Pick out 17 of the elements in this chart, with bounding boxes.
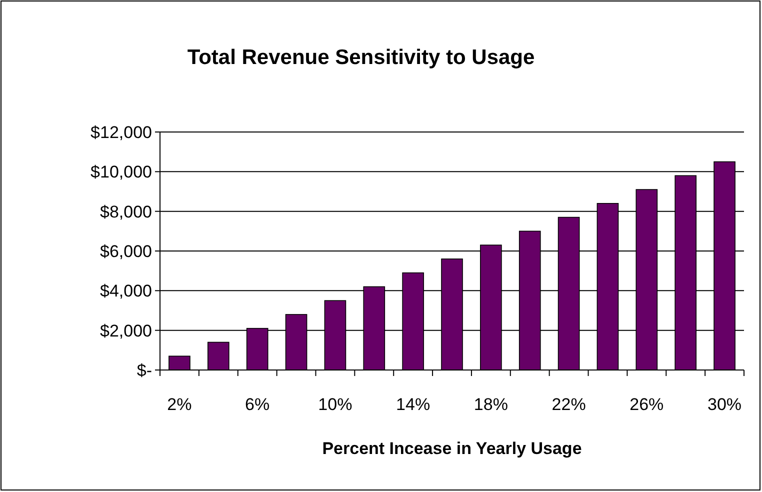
x-tick-label: 6% <box>245 395 270 414</box>
x-tick-label: 18% <box>474 395 508 414</box>
x-tick-label: 26% <box>630 395 664 414</box>
x-tick-label: 14% <box>396 395 430 414</box>
y-tick-label: $4,000 <box>100 282 152 301</box>
x-tick-label: 10% <box>318 395 352 414</box>
y-tick-label: $- <box>136 360 152 380</box>
y-tick-label: $2,000 <box>100 321 152 340</box>
y-tick-label: $12,000 <box>90 122 152 142</box>
chart-title: Total Revenue Sensitivity to Usage <box>187 46 535 69</box>
x-tick-label: 30% <box>708 395 742 414</box>
x-tick-label: 2% <box>167 395 192 414</box>
y-tick-label: $10,000 <box>90 162 152 182</box>
y-tick-label: $8,000 <box>100 202 152 222</box>
x-tick-label: 22% <box>552 395 586 414</box>
x-axis-title: Percent Incease in Yearly Usage <box>322 439 582 458</box>
y-tick-label: $6,000 <box>100 242 152 261</box>
